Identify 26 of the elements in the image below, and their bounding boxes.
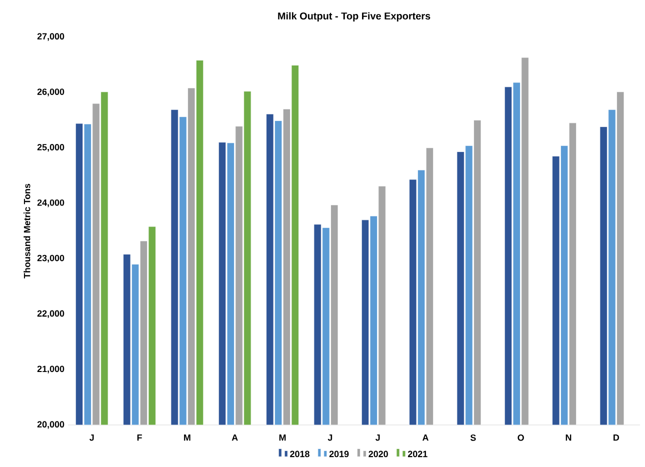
x-tick-label: D [614, 434, 620, 441]
legend-label: 2018 [290, 450, 310, 458]
y-axis-title: Thousand Metric Tons [24, 184, 30, 278]
x-tick-label: J [89, 434, 94, 441]
y-tick-label: 20,000 [37, 421, 64, 429]
x-tick-label: A [232, 434, 238, 441]
x-tick-label: O [518, 434, 524, 441]
legend-label: 2020 [368, 450, 388, 458]
y-tick-label: 26,000 [37, 88, 64, 96]
x-tick-label: A [422, 434, 429, 441]
y-tick-label: 27,000 [37, 33, 64, 41]
y-tick-label: 23,000 [37, 254, 64, 263]
y-tick-label: 21,000 [37, 366, 64, 374]
chart-title: Milk Output - Top Five Exporters [278, 12, 430, 22]
x-tick-label: F [137, 434, 142, 441]
x-tick-label: M [279, 434, 286, 441]
legend-label: 2021 [408, 450, 428, 458]
legend-label: 2019 [329, 450, 349, 458]
y-tick-label: 25,000 [37, 144, 64, 152]
y-tick-label: 22,000 [37, 310, 64, 318]
x-tick-label: J [375, 434, 380, 441]
x-tick-label: N [566, 434, 572, 441]
x-tick-label: M [184, 434, 190, 441]
x-tick-label: S [470, 434, 476, 441]
x-tick-label: J [328, 434, 332, 441]
y-tick-label: 24,000 [37, 199, 64, 208]
